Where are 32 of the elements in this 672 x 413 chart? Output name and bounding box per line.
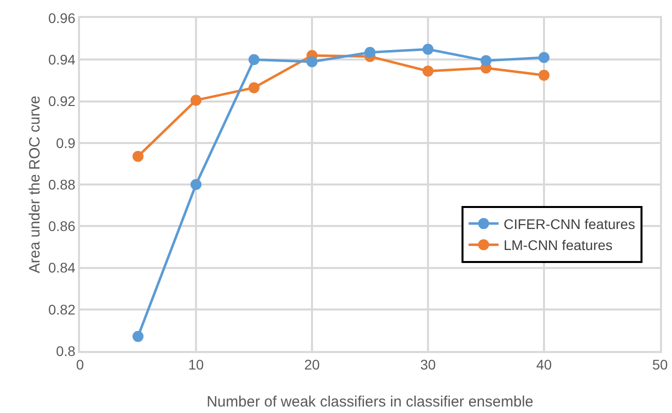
- point: [364, 46, 376, 58]
- y-tick-label: 0.86: [48, 218, 76, 234]
- x-tick-label: 30: [420, 356, 436, 373]
- y-tick-label: 0.96: [48, 10, 76, 26]
- y-tick-label: 0.84: [48, 260, 76, 276]
- y-tick-label: 0.94: [48, 52, 76, 68]
- point: [480, 55, 492, 66]
- point: [190, 179, 202, 190]
- y-tick-label: 0.82: [48, 301, 76, 318]
- point: [132, 150, 144, 162]
- point: [132, 330, 144, 342]
- point: [190, 94, 202, 106]
- x-tick-label: 50: [652, 356, 668, 373]
- point: [248, 54, 260, 66]
- legend-label: LM-CNN features: [504, 237, 613, 254]
- point: [248, 82, 260, 94]
- point: [306, 56, 318, 68]
- point: [422, 44, 434, 55]
- point: [538, 52, 550, 64]
- x-tick-label: 10: [188, 356, 204, 373]
- x-tick-label: 20: [304, 356, 320, 373]
- point: [422, 66, 434, 77]
- x-axis-title: Number of weak classifiers in classifier ensemble: [206, 394, 534, 410]
- legend-label: CIFER-CNN features: [504, 216, 636, 232]
- y-axis-title: Area under the ROC curve: [26, 96, 44, 274]
- y-tick-label: 0.92: [48, 93, 76, 110]
- x-tick-label: 40: [536, 356, 552, 373]
- point: [538, 70, 550, 81]
- x-tick-label: 0: [76, 356, 84, 373]
- y-tick-label: 0.88: [48, 176, 76, 192]
- y-tick-label: 0.8: [56, 342, 76, 359]
- y-tick-label: 0.9: [56, 134, 76, 151]
